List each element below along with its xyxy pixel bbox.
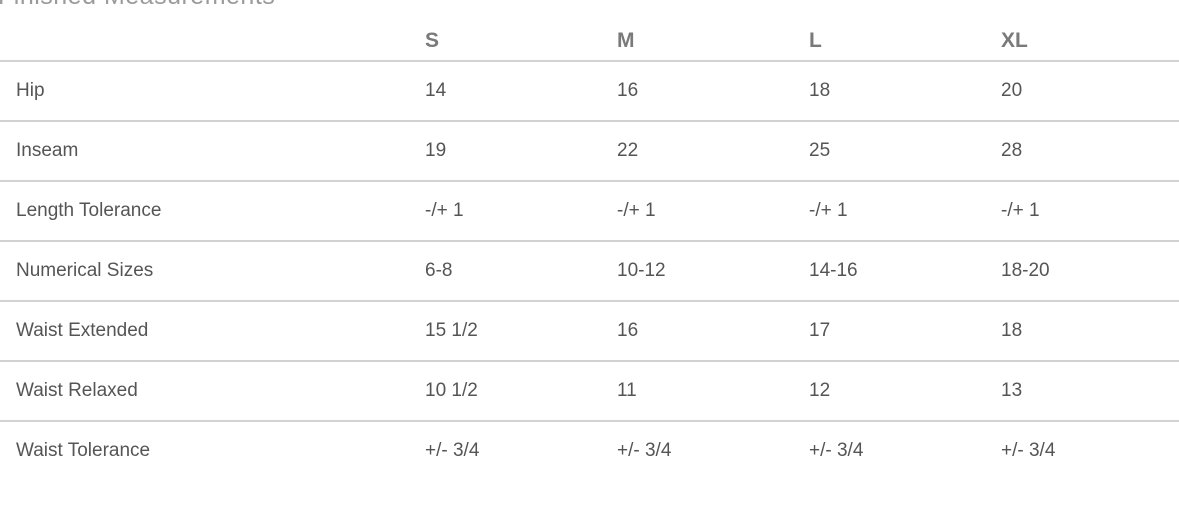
cell-value: 18 <box>1001 320 1023 341</box>
cell-value: 14-16 <box>809 260 858 281</box>
cell-value: 20 <box>1001 80 1023 101</box>
cell-value: -/+ 1 <box>1001 200 1040 221</box>
column-header: S <box>425 29 440 52</box>
row-label: Numerical Sizes <box>16 260 154 281</box>
row-label: Inseam <box>16 140 79 161</box>
cell-value: 15 1/2 <box>425 320 478 341</box>
cell-value: 16 <box>617 80 639 101</box>
cell-value: -/+ 1 <box>809 200 848 221</box>
table-row: Hip 14 16 18 20 <box>0 62 1179 122</box>
cell-value: 14 <box>425 80 447 101</box>
cell-value: 19 <box>425 140 447 161</box>
table-row: Waist Relaxed 10 1/2 11 12 13 <box>0 362 1179 422</box>
cell-value: 12 <box>809 380 831 401</box>
size-chart-table: S M L XL Hip 14 16 18 20 Inseam 19 22 25 28 Length Tol… <box>0 22 1179 480</box>
cell-value: 6-8 <box>425 260 453 281</box>
table-row: Inseam 19 22 25 28 <box>0 122 1179 182</box>
cell-value: +/- 3/4 <box>425 440 480 461</box>
cell-value: -/+ 1 <box>617 200 656 221</box>
table-row: Numerical Sizes 6-8 10-12 14-16 18-20 <box>0 242 1179 302</box>
cell-value: 13 <box>1001 380 1023 401</box>
cell-value: 25 <box>809 140 831 161</box>
section-title: Finished Measurements <box>0 0 275 11</box>
table-row: Waist Tolerance +/- 3/4 +/- 3/4 +/- 3/4 +/- … <box>0 422 1179 480</box>
cell-value: 18 <box>809 80 831 101</box>
cell-value: +/- 3/4 <box>1001 440 1056 461</box>
cell-value: 10 1/2 <box>425 380 478 401</box>
cell-value: 18-20 <box>1001 260 1050 281</box>
cell-value: 10-12 <box>617 260 666 281</box>
cell-value: +/- 3/4 <box>617 440 672 461</box>
cell-value: 22 <box>617 140 639 161</box>
row-label: Waist Relaxed <box>16 380 138 401</box>
cell-value: -/+ 1 <box>425 200 464 221</box>
column-header: M <box>617 29 635 52</box>
cell-value: 17 <box>809 320 831 341</box>
table-row: Length Tolerance -/+ 1 -/+ 1 -/+ 1 -/+ 1 <box>0 182 1179 242</box>
row-label: Waist Extended <box>16 320 149 341</box>
row-label: Length Tolerance <box>16 200 162 221</box>
cell-value: 16 <box>617 320 639 341</box>
cell-value: 11 <box>617 380 637 401</box>
table-row: Waist Extended 15 1/2 16 17 18 <box>0 302 1179 362</box>
header-row: S M L XL <box>0 22 1179 62</box>
cell-value: +/- 3/4 <box>809 440 864 461</box>
column-header: L <box>809 29 822 52</box>
row-label: Waist Tolerance <box>16 440 151 461</box>
cell-value: 28 <box>1001 140 1023 161</box>
row-label: Hip <box>16 80 45 101</box>
column-header: XL <box>1001 29 1028 52</box>
